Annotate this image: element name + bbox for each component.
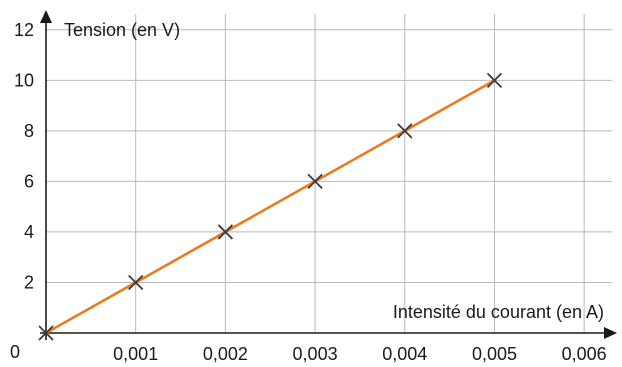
x-axis-arrow xyxy=(604,327,617,339)
data-point-1 xyxy=(128,274,144,291)
y-tick-label-2: 6 xyxy=(24,171,34,191)
data-point-0 xyxy=(38,325,54,341)
data-point-2 xyxy=(217,224,234,240)
y-tick-label-5: 12 xyxy=(14,20,34,40)
y-tick-label-4: 10 xyxy=(14,70,34,90)
x-axis-title: Intensité du courant (en A) xyxy=(393,302,604,322)
grid xyxy=(46,14,612,333)
y-tick-label-3: 8 xyxy=(24,121,34,141)
data-point-5 xyxy=(486,72,503,88)
labels: 0 Tension (en V) Intensité du courant (e… xyxy=(10,20,607,364)
x-tick-label-4: 0,005 xyxy=(472,344,517,364)
axes xyxy=(40,10,617,340)
x-tick-label-0: 0,001 xyxy=(113,344,158,364)
data-point-3 xyxy=(307,173,323,190)
x-tick-label-3: 0,004 xyxy=(382,344,427,364)
data-point-4 xyxy=(397,123,413,139)
x-tick-label-5: 0,006 xyxy=(562,344,607,364)
y-tick-label-0: 2 xyxy=(24,272,34,292)
x-tick-label-1: 0,002 xyxy=(203,344,248,364)
x-tick-label-2: 0,003 xyxy=(293,344,338,364)
series-layer xyxy=(38,72,503,341)
y-tick-label-1: 4 xyxy=(24,222,34,242)
series-line-0 xyxy=(45,79,496,335)
origin-label: 0 xyxy=(10,342,20,362)
y-axis-title: Tension (en V) xyxy=(64,20,180,40)
y-axis-arrow xyxy=(40,10,52,23)
